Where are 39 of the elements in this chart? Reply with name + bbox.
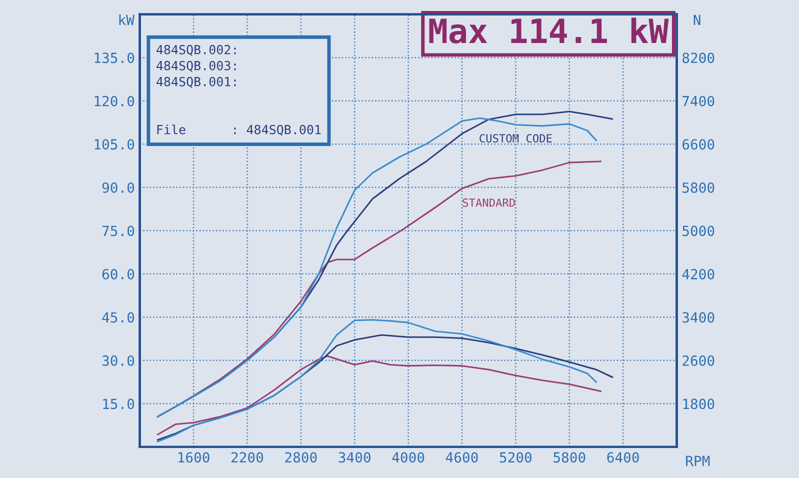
annotation: 484SQB.002: bbox=[156, 44, 236, 56]
y-tick-label: 15.0 bbox=[103, 398, 134, 410]
y-tick-label: 135.0 bbox=[94, 52, 134, 64]
line-series bbox=[156, 355, 602, 436]
annotation: File : 484SQB.001 bbox=[157, 124, 321, 136]
y2-tick-label: 4200 bbox=[682, 268, 714, 280]
x-tick-label: 6400 bbox=[607, 452, 639, 463]
y2-tick-label: 5800 bbox=[682, 182, 714, 193]
y2-tick-label: 1800 bbox=[683, 398, 714, 410]
annotation: 484SQB.001: bbox=[156, 76, 236, 88]
y-axis-title: kW bbox=[119, 14, 134, 25]
x-tick-label: 1600 bbox=[178, 452, 210, 463]
y2-axis-title: N bbox=[694, 14, 700, 25]
y2-tick-label: 8200 bbox=[682, 52, 714, 64]
y2-tick-label: 5000 bbox=[682, 226, 714, 236]
annotation: 484SQB.003: bbox=[156, 60, 236, 72]
y-tick-label: 45.0 bbox=[102, 312, 134, 323]
y2-tick-label: 7400 bbox=[682, 96, 714, 106]
y2-tick-label: 3400 bbox=[682, 312, 714, 323]
x-axis-title: RPM bbox=[686, 456, 710, 466]
series-label: CUSTOM CODE bbox=[480, 134, 552, 143]
line-series bbox=[156, 319, 597, 442]
series-label: STANDARD bbox=[462, 198, 515, 207]
x-tick-label: 4000 bbox=[392, 452, 424, 463]
y-tick-label: 75.0 bbox=[102, 226, 134, 236]
y-tick-label: 90.0 bbox=[102, 182, 134, 193]
x-tick-label: 5200 bbox=[500, 452, 532, 463]
x-tick-label: 2800 bbox=[285, 452, 317, 463]
chart-title: Max 114.1 kW bbox=[429, 18, 669, 44]
x-tick-label: 5800 bbox=[554, 452, 586, 463]
y-tick-label: 60.0 bbox=[102, 268, 134, 280]
x-tick-label: 4600 bbox=[446, 452, 478, 463]
y2-tick-label: 2600 bbox=[682, 355, 714, 366]
x-tick-label: 3400 bbox=[338, 452, 370, 463]
y2-tick-label: 6600 bbox=[682, 139, 714, 150]
y-tick-label: 105.0 bbox=[94, 139, 134, 150]
y-tick-label: 30.0 bbox=[102, 355, 134, 366]
y-tick-label: 120.0 bbox=[94, 96, 134, 106]
x-tick-label: 2200 bbox=[232, 452, 264, 463]
